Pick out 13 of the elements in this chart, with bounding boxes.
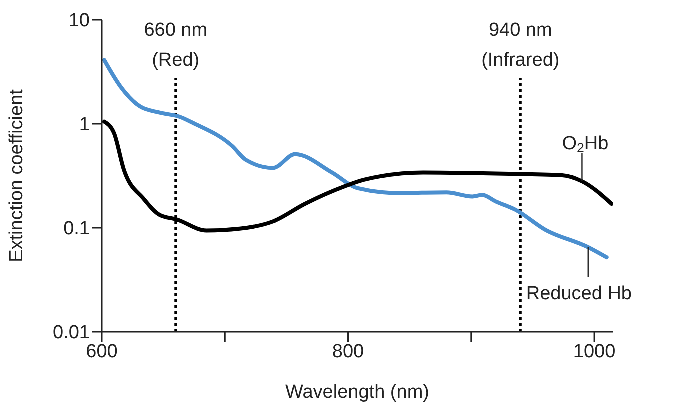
ref-line-label: 660 nm (Red): [144, 20, 208, 71]
series-label: O$_{2}$Hb: [562, 133, 609, 156]
y-tick-label: 1: [79, 114, 90, 136]
y-axis-title: Extinction coefficient: [6, 88, 28, 262]
y-tick-label: 0.1: [64, 218, 90, 240]
ref-line-label: 940 nm (Infrared): [482, 20, 560, 71]
x-tick-label: 800: [332, 341, 364, 362]
series-label: Reduced Hb: [526, 283, 632, 304]
x-tick-label: 600: [86, 341, 118, 362]
x-tick-label: 1000: [573, 341, 616, 362]
y-tick-label: 0.01: [53, 322, 90, 344]
x-axis-title: Wavelength (nm): [286, 382, 430, 403]
y-tick-label: 10: [68, 10, 90, 32]
